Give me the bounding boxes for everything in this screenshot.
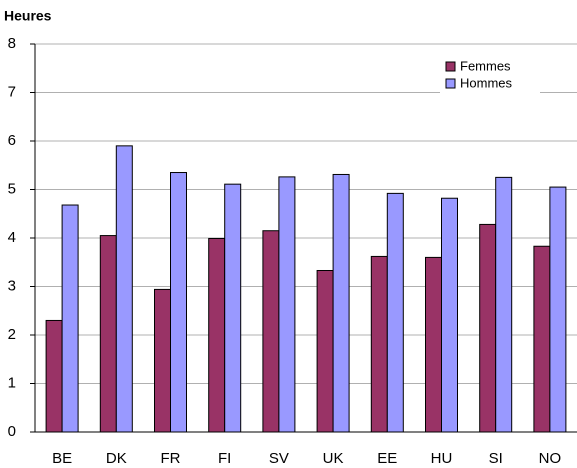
- y-tick-label: 8: [8, 35, 16, 52]
- y-tick-label: 6: [8, 132, 16, 149]
- x-tick-label: FI: [218, 450, 231, 467]
- y-axis-title: Heures: [4, 8, 52, 24]
- bar: [45, 319, 63, 433]
- bar: [115, 145, 133, 433]
- bar: [332, 173, 350, 433]
- y-tick-label: 2: [8, 326, 16, 343]
- x-tick-label: EE: [377, 450, 397, 467]
- bar: [208, 237, 226, 433]
- legend-label: Femmes: [460, 58, 511, 73]
- bar: [441, 197, 458, 433]
- legend-label: Hommes: [460, 75, 513, 90]
- bar: [533, 245, 551, 433]
- bar: [224, 183, 242, 433]
- bar: [479, 223, 497, 433]
- legend: Femmes Hommes: [440, 58, 540, 96]
- y-tick-label: 4: [8, 229, 16, 246]
- x-tick-label: HU: [431, 450, 453, 467]
- legend-box: [440, 58, 540, 96]
- y-tick-label: 7: [8, 83, 16, 100]
- x-tick-label: DK: [106, 450, 127, 467]
- x-tick-label: UK: [323, 450, 344, 467]
- legend-swatch: [445, 61, 456, 72]
- bar: [370, 255, 388, 433]
- bar: [154, 288, 171, 433]
- bar: [495, 176, 513, 433]
- bar: [549, 186, 567, 433]
- bar: [386, 192, 404, 433]
- y-tick-label: 0: [8, 423, 16, 440]
- x-tick-label: BE: [52, 450, 72, 467]
- bar: [170, 172, 187, 433]
- y-tick-label: 3: [8, 277, 16, 294]
- x-tick-label: SV: [269, 450, 289, 467]
- x-tick-label: FR: [161, 450, 181, 467]
- bar: [99, 235, 117, 433]
- bar: [61, 204, 79, 433]
- legend-swatch: [445, 78, 456, 89]
- y-tick-label: 5: [8, 180, 16, 197]
- x-tick-label: NO: [539, 450, 562, 467]
- bar: [316, 269, 334, 433]
- bar: [278, 176, 296, 433]
- bar: [262, 230, 280, 433]
- y-tick-label: 1: [8, 374, 16, 391]
- bar: [425, 256, 442, 433]
- x-tick-label: SI: [489, 450, 503, 467]
